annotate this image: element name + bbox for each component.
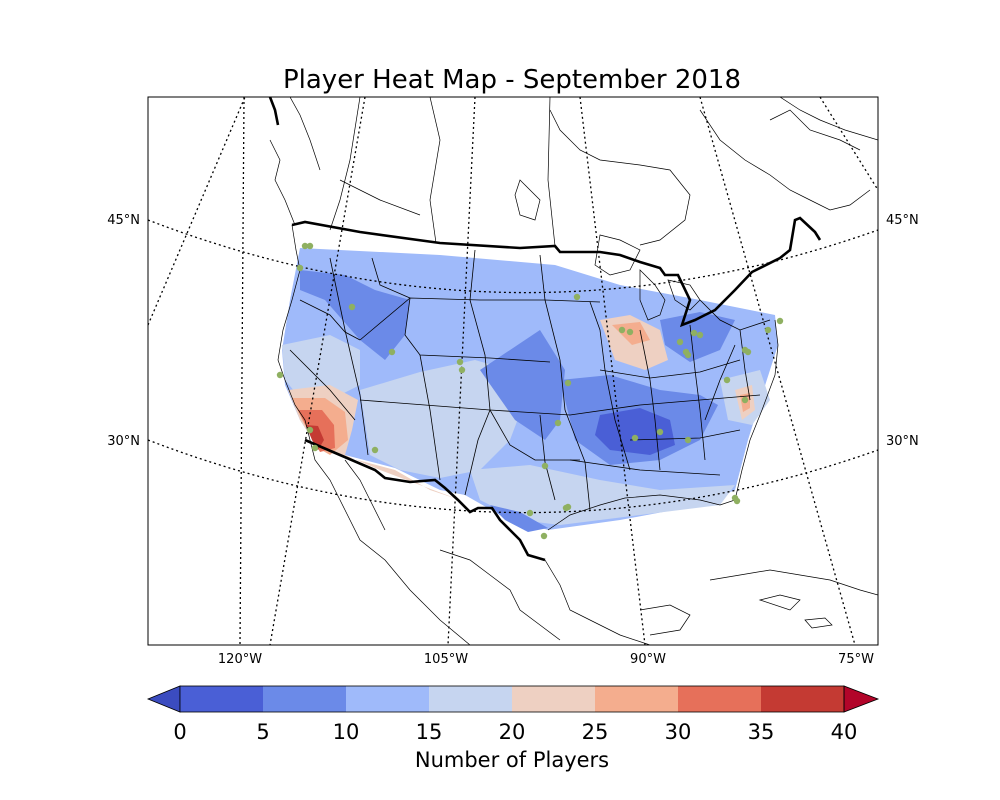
colorbar-tick-label: 35	[748, 720, 775, 744]
colorbar-extend-low	[146, 685, 181, 713]
us-mexico-border	[304, 438, 546, 562]
observation-points	[276, 242, 784, 540]
observation-point	[311, 444, 319, 452]
lon-label-75w: 75°W	[838, 652, 874, 667]
colorbar-frame	[179, 685, 845, 713]
observation-point	[541, 462, 549, 470]
country-borders	[268, 97, 822, 562]
observation-point	[631, 434, 639, 442]
observation-point	[296, 264, 304, 272]
observation-point	[371, 446, 379, 454]
colorbar-segment	[512, 686, 596, 712]
colorbar-tick-label: 15	[416, 720, 443, 744]
observation-point	[690, 329, 698, 337]
observation-point	[540, 532, 548, 540]
colorbar-tick-label: 10	[333, 720, 360, 744]
state-borders	[289, 249, 771, 511]
graticule	[148, 97, 878, 645]
contour-15-20-west	[282, 335, 360, 400]
observation-point	[348, 303, 356, 311]
map-title: Player Heat Map - September 2018	[283, 65, 741, 95]
colorbar-segment	[346, 686, 430, 712]
lat-label-30-right: 30°N	[886, 434, 919, 449]
lon-label-120w: 120°W	[218, 652, 262, 667]
lat-label-45-left: 45°N	[107, 213, 140, 228]
observation-point	[676, 338, 684, 346]
map-frame	[147, 96, 879, 646]
colorbar-segment	[595, 686, 679, 712]
lon-label-105w: 105°W	[424, 652, 468, 667]
colorbar-segment	[429, 686, 513, 712]
observation-point	[723, 376, 731, 384]
contour-5-10-plains	[480, 330, 565, 440]
colorbar-tick-label: 5	[256, 720, 269, 744]
observation-point	[306, 426, 314, 434]
heatmap-layer	[282, 248, 778, 532]
colorbar-segment	[263, 686, 347, 712]
colorbar-extend-high	[843, 685, 880, 713]
observation-point	[656, 428, 664, 436]
observation-point	[526, 509, 534, 517]
observation-point	[458, 366, 466, 374]
lon-label-90w: 90°W	[630, 652, 666, 667]
contour-15-20-south	[470, 465, 735, 525]
contour-15-20-central	[360, 360, 525, 478]
observation-point	[276, 371, 284, 379]
gridline-lon-90	[579, 97, 646, 645]
gridline-lon-120	[239, 97, 245, 645]
colorbar-tick-label: 40	[831, 720, 858, 744]
observation-point	[554, 419, 562, 427]
observation-point	[696, 331, 704, 339]
observation-point	[776, 317, 784, 325]
observation-point	[733, 497, 741, 505]
colorbar-tick-label: 0	[173, 720, 186, 744]
lat-label-45-right: 45°N	[886, 213, 919, 228]
observation-point	[564, 379, 572, 387]
observation-point	[741, 396, 749, 404]
contour-5-10-greatlakes	[660, 312, 735, 362]
colorbar-segment	[761, 686, 845, 712]
observation-point	[618, 326, 626, 334]
observation-point	[564, 503, 572, 511]
observation-point	[626, 328, 634, 336]
observation-point	[684, 436, 692, 444]
colorbar-label: Number of Players	[415, 748, 609, 772]
contour-5-10-northwest	[300, 270, 410, 360]
colorbar-tick-label: 25	[582, 720, 609, 744]
us-canada-border	[291, 216, 822, 328]
observation-point	[744, 348, 752, 356]
observation-point	[301, 242, 309, 250]
observation-point	[388, 348, 396, 356]
colorbar-segment	[180, 686, 264, 712]
observation-point	[573, 293, 581, 301]
canada-west-coast	[268, 97, 280, 126]
observation-point	[684, 351, 692, 359]
gridline-lon-105	[447, 97, 476, 645]
colorbar-tick-label: 20	[499, 720, 526, 744]
colorbar-segment	[678, 686, 762, 712]
observation-point	[764, 326, 772, 334]
lat-label-30-left: 30°N	[107, 434, 140, 449]
colorbar-tick-label: 30	[665, 720, 692, 744]
observation-point	[456, 358, 464, 366]
observation-point	[306, 242, 314, 250]
colorbar: 0 5 10 15 20 25 30 35 40	[146, 685, 880, 744]
gridline-lon-135	[148, 97, 246, 326]
map-panel	[148, 97, 878, 645]
gridline-lon-60	[819, 97, 878, 191]
